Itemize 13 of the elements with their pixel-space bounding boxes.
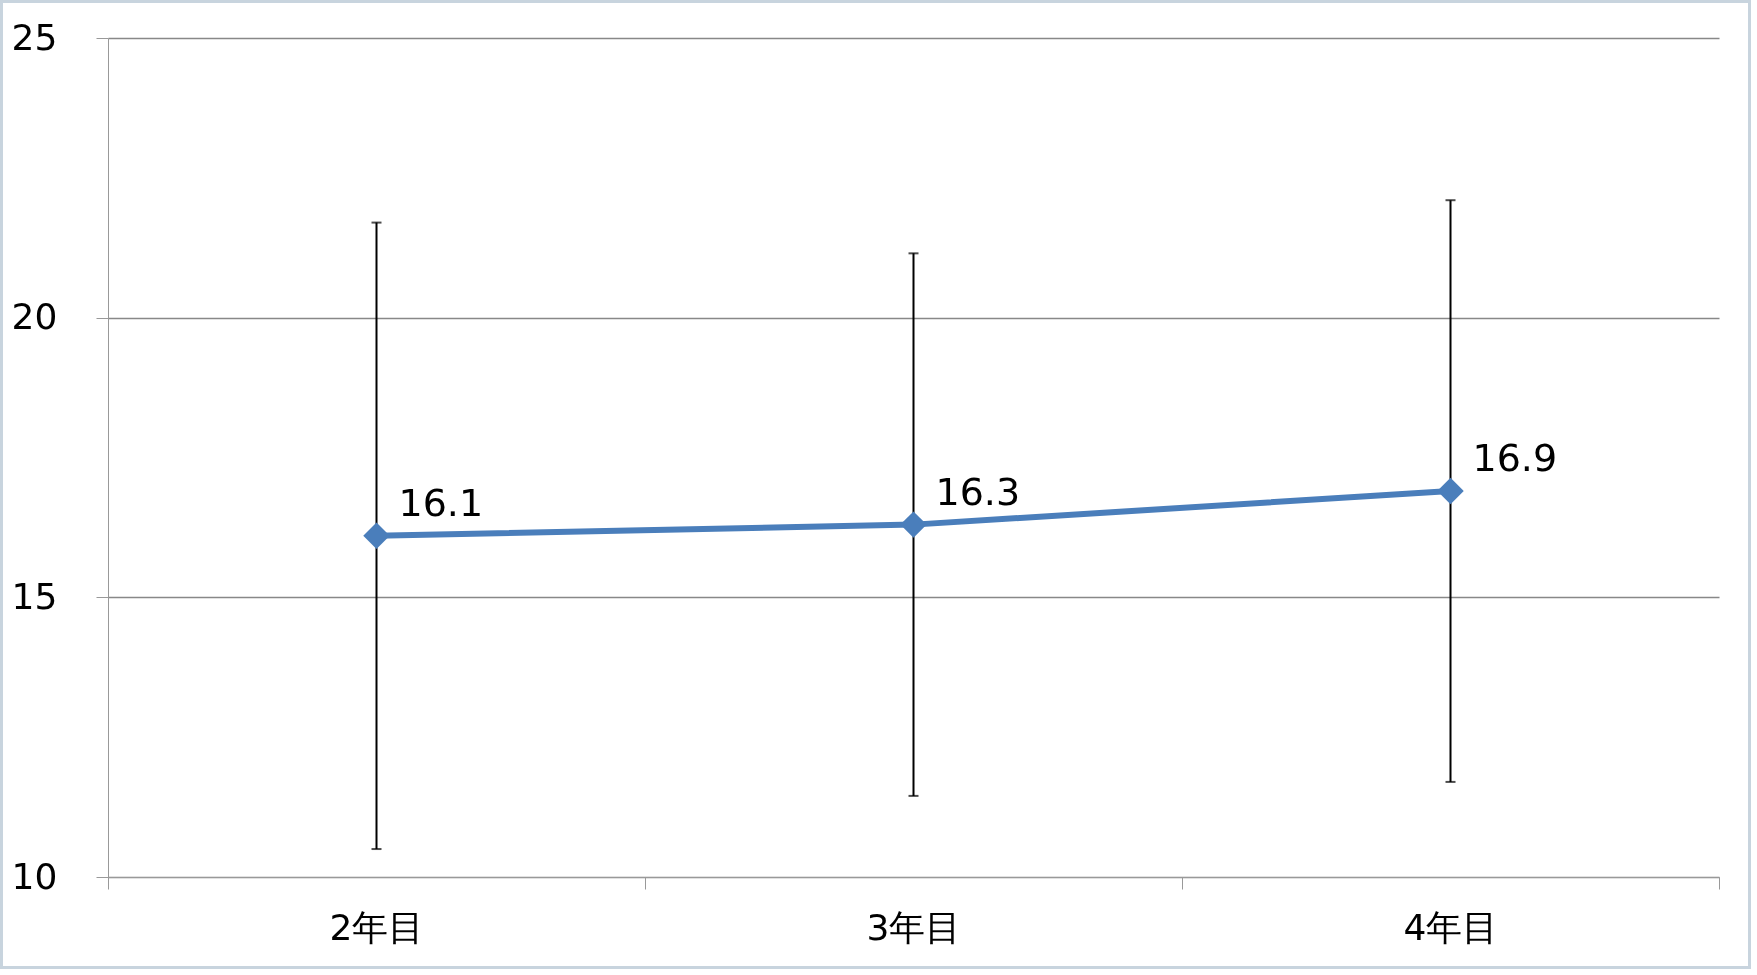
point (900, 511, 927, 538)
data-label: 16.3 (935, 469, 1021, 514)
x-tick-label: 3年目 (866, 906, 962, 948)
point (363, 522, 390, 550)
y-tick-label: 10 (11, 855, 58, 897)
x-tick-label: 4年目 (1403, 906, 1499, 948)
point (1437, 477, 1464, 505)
y-tick-label: 20 (11, 296, 58, 338)
y-tick-label: 25 (11, 16, 58, 58)
y-tick-label: 15 (11, 575, 58, 617)
data-label: 16.9 (1472, 436, 1558, 481)
data-label: 16.1 (398, 480, 484, 525)
x-tick-label: 2年目 (329, 906, 425, 948)
